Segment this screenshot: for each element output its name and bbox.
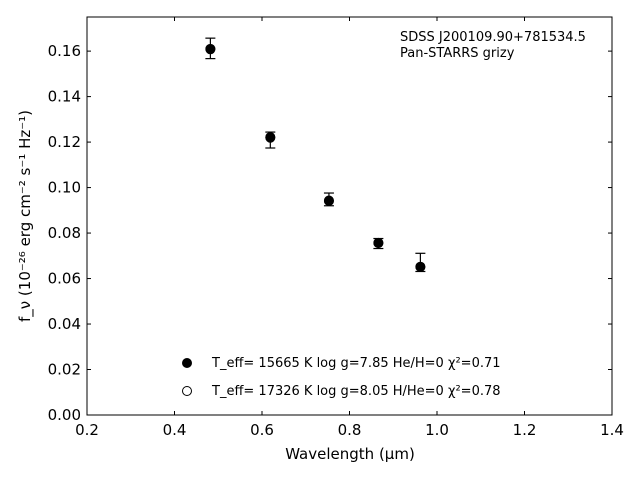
annotation-line-2: Pan-STARRS grizy <box>400 46 515 61</box>
x-tick-label: 1.4 <box>600 421 624 439</box>
legend-marker-open <box>182 386 192 396</box>
y-axis-label: f_ν (10⁻²⁶ erg cm⁻² s⁻¹ Hz⁻¹) <box>16 110 35 322</box>
model-point-filled <box>323 195 334 206</box>
x-tick-label: 0.8 <box>338 421 362 439</box>
y-tick-label: 0.08 <box>48 224 81 242</box>
annotation-line-1: SDSS J200109.90+781534.5 <box>400 30 586 45</box>
y-tick-label: 0.00 <box>48 406 81 424</box>
legend-entry-1: T_eff= 15665 K log g=7.85 He/H=0 χ²=0.71 <box>211 356 501 371</box>
tick-group: 0.2 0.4 0.6 0.8 1.0 1.2 1.4 0.00 0.02 0.04 0.06 0.0… <box>48 17 624 439</box>
legend-marker-filled <box>182 358 192 368</box>
model-point-filled <box>265 132 276 143</box>
legend: T_eff= 15665 K log g=7.85 He/H=0 χ²=0.71… <box>182 356 501 399</box>
legend-entry-2: T_eff= 17326 K log g=8.05 H/He=0 χ²=0.78 <box>211 384 501 399</box>
x-tick-label: 0.2 <box>75 421 99 439</box>
y-tick-label: 0.10 <box>48 179 81 197</box>
y-tick-label: 0.06 <box>48 270 81 288</box>
point-group <box>205 43 426 272</box>
y-tick-label: 0.14 <box>48 88 81 106</box>
x-tick-label: 1.0 <box>425 421 449 439</box>
model-point-filled <box>415 261 426 272</box>
model-point-filled <box>205 43 216 54</box>
y-tick-label: 0.04 <box>48 315 81 333</box>
y-tick-label: 0.16 <box>48 42 81 60</box>
x-tick-label: 0.6 <box>250 421 274 439</box>
x-axis-label: Wavelength (μm) <box>285 445 415 463</box>
y-tick-label: 0.02 <box>48 361 81 379</box>
x-tick-label: 0.4 <box>163 421 187 439</box>
y-tick-label: 0.12 <box>48 133 81 151</box>
model-point-filled <box>373 237 384 248</box>
x-tick-label: 1.2 <box>513 421 537 439</box>
errorbar-group <box>205 37 426 273</box>
